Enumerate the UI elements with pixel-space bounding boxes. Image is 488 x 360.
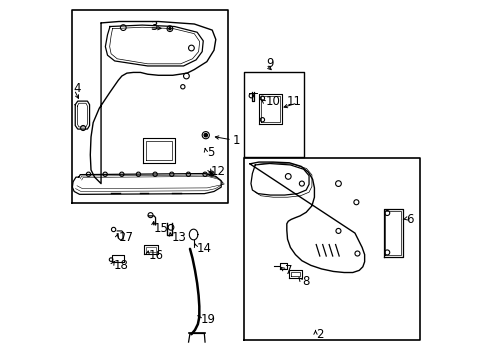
Text: 8: 8: [301, 275, 308, 288]
Text: 9: 9: [266, 57, 274, 70]
Text: 2: 2: [316, 328, 323, 341]
Text: 7: 7: [284, 264, 291, 277]
Text: 3: 3: [150, 20, 158, 33]
Text: 19: 19: [201, 312, 215, 326]
Text: 16: 16: [148, 249, 163, 262]
Circle shape: [168, 28, 171, 30]
Text: 15: 15: [154, 222, 169, 235]
Circle shape: [210, 172, 212, 175]
Text: 12: 12: [210, 165, 225, 177]
Text: 4: 4: [73, 82, 81, 95]
Text: 14: 14: [197, 242, 212, 255]
Text: 5: 5: [206, 145, 214, 158]
Circle shape: [204, 134, 206, 136]
Text: 1: 1: [233, 134, 240, 147]
Text: 13: 13: [172, 231, 186, 244]
Text: 10: 10: [265, 95, 280, 108]
Text: 17: 17: [118, 231, 133, 244]
Text: 6: 6: [406, 213, 413, 226]
Text: 18: 18: [113, 259, 128, 272]
Text: 11: 11: [286, 95, 301, 108]
